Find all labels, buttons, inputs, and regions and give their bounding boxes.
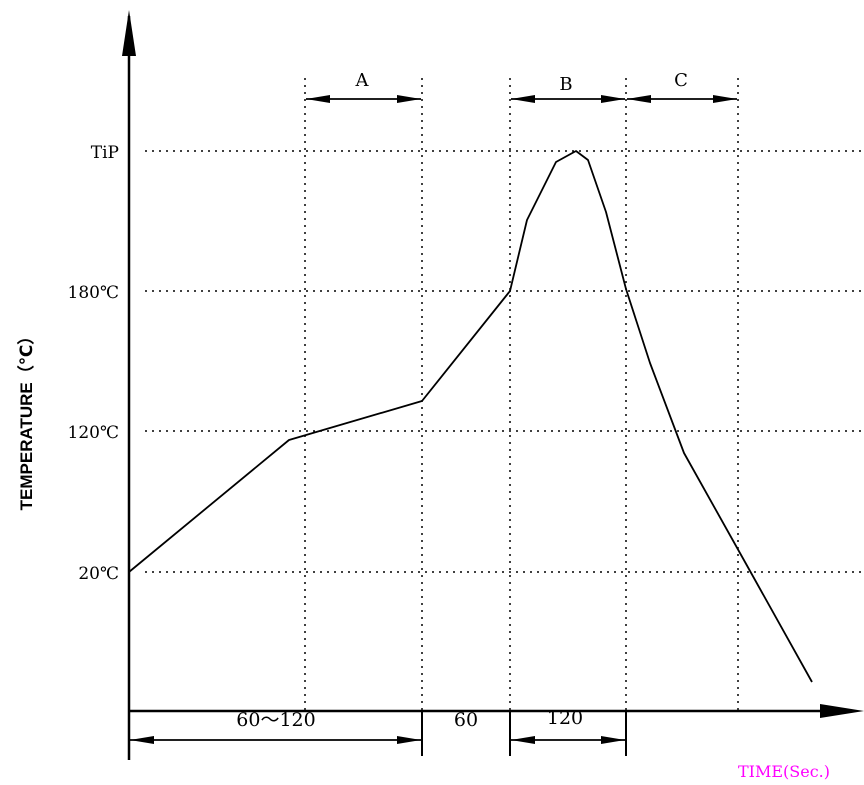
zone-label-b: B [559,74,572,95]
x-axis-arrow-icon [820,704,864,718]
y-level-label-180: 180℃ [68,283,119,303]
y-axis-arrow-icon [122,10,136,56]
time-segment-label-1: 60～120 [236,709,315,731]
y-axis-label: TEMPERATURE（℃） [16,328,36,511]
x-axis-label: TIME(Sec.) [738,762,830,781]
horizontal-gridlines [145,150,864,573]
y-level-label-tip: TiP [91,143,119,163]
temperature-profile-line [128,150,813,683]
time-segment-label-2: 60 [454,709,478,731]
zone-label-a: A [355,70,370,91]
y-level-label-120: 120℃ [68,423,119,443]
segment-ticks [421,711,627,756]
y-level-label-20: 20℃ [78,564,119,584]
zone-label-c: C [674,70,688,91]
time-segment-label-3: 120 [547,707,583,729]
vertical-gridlines [304,78,739,710]
